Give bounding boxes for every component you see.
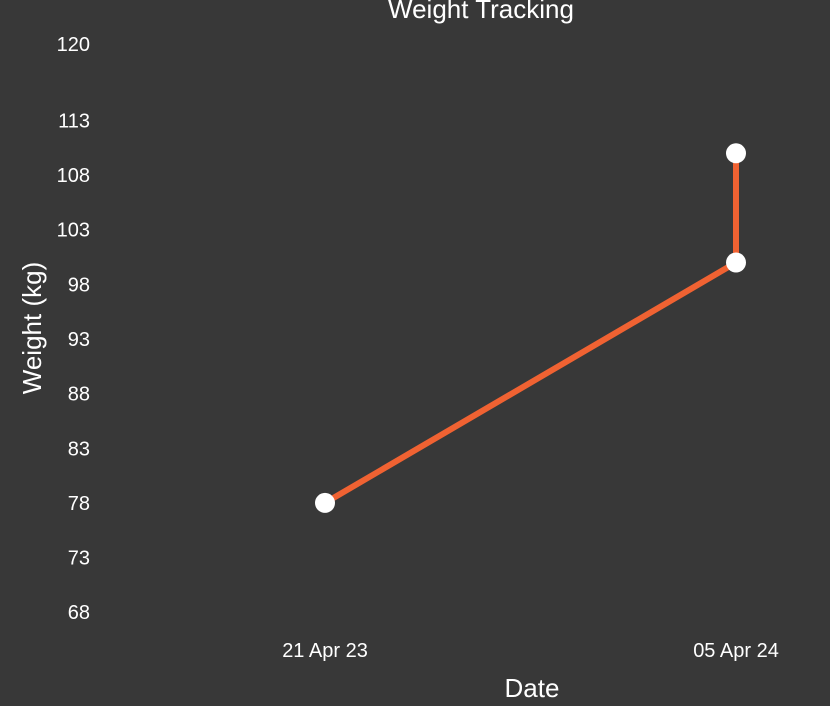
- y-axis-title: Weight (kg): [17, 262, 47, 394]
- data-point[interactable]: [726, 143, 746, 164]
- series-line: [322, 150, 739, 506]
- data-point[interactable]: [726, 252, 746, 273]
- data-point[interactable]: [315, 492, 335, 513]
- x-tick-label: 21 Apr 23: [282, 640, 368, 662]
- y-tick-label: 103: [57, 220, 90, 242]
- y-tick-label: 78: [68, 493, 90, 515]
- y-tick-label: 120: [57, 34, 90, 56]
- y-tick-label: 68: [68, 602, 90, 624]
- y-tick-label: 108: [57, 165, 90, 187]
- series-layer: [315, 143, 746, 513]
- x-axis-title: Date: [505, 673, 560, 703]
- y-tick-label: 93: [68, 329, 90, 351]
- x-tick-labels: 21 Apr 23 05 Apr 24: [282, 640, 779, 662]
- chart-title: Weight Tracking: [388, 0, 574, 24]
- y-tick-label: 73: [68, 548, 90, 570]
- y-tick-label: 88: [68, 384, 90, 406]
- y-tick-label: 113: [58, 110, 90, 132]
- y-tick-label: 83: [68, 438, 90, 460]
- y-tick-labels: 68 73 78 83 88 93 98 103 108 113 120: [57, 34, 90, 624]
- y-tick-label: 98: [68, 274, 90, 296]
- x-tick-label: 05 Apr 24: [693, 640, 779, 662]
